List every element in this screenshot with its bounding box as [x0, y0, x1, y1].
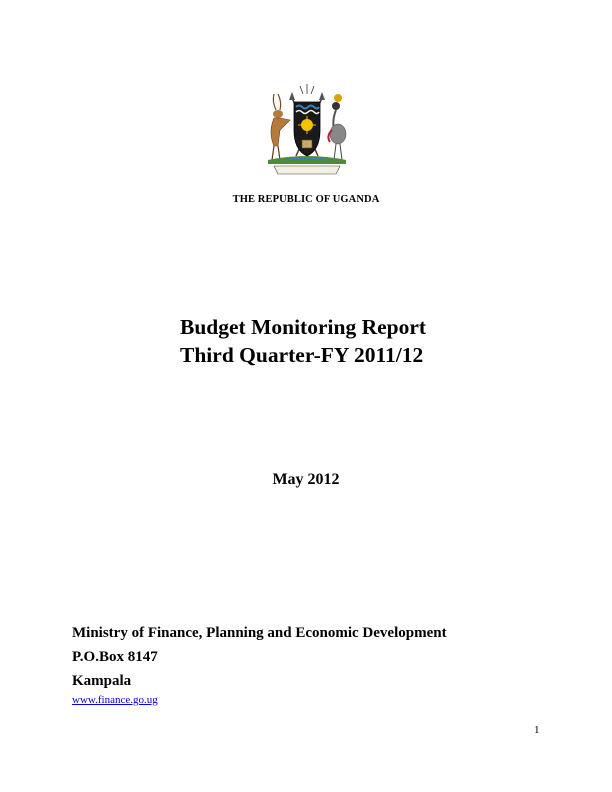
- city: Kampala: [72, 673, 132, 689]
- report-date: May 2012: [272, 471, 340, 488]
- report-title-line-2: Third Quarter-FY 2011/12: [180, 343, 424, 367]
- uganda-coat-of-arms-icon: [268, 84, 347, 175]
- country-name: THE REPUBLIC OF UGANDA: [232, 194, 380, 205]
- report-title: Budget Monitoring Report Third Quarter-F…: [180, 313, 426, 369]
- page-number: 1: [534, 724, 540, 736]
- website-link[interactable]: www.finance.go.ug: [72, 694, 158, 706]
- po-box: P.O.Box 8147: [72, 649, 158, 665]
- publisher-block: Ministry of Finance, Planning and Econom…: [72, 621, 447, 693]
- ministry-name: Ministry of Finance, Planning and Econom…: [72, 625, 447, 641]
- report-title-line-1: Budget Monitoring Report: [180, 315, 427, 339]
